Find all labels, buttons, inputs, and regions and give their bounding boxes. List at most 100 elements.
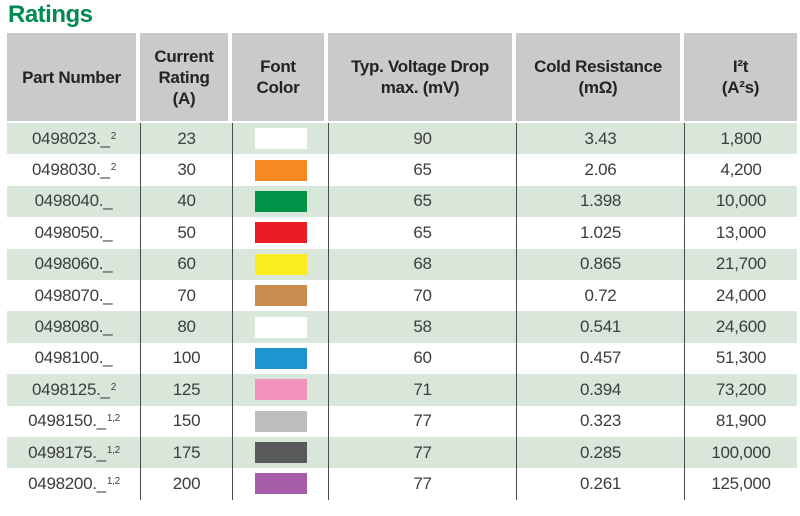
part-number-text: 0498080._ <box>34 317 113 337</box>
cell-voltage-drop: 71 <box>328 374 516 406</box>
column-header: Typ. Voltage Drop max. (mV) <box>328 33 516 121</box>
cell-i2t: 24,000 <box>684 279 797 312</box>
font-color-swatch <box>254 379 307 401</box>
part-number-text: 0498050._ <box>34 222 113 242</box>
table-row: 0498150._ 1,2 150 77 0.323 81,900 <box>7 405 797 437</box>
cell-font-color <box>232 154 328 186</box>
cell-font-color <box>232 185 328 218</box>
table-header-row: Part Number Current Rating (A) Font Colo… <box>7 33 797 121</box>
font-color-swatch <box>254 190 307 212</box>
cell-current-rating: 23 <box>140 123 232 155</box>
cell-i2t: 81,900 <box>684 405 797 437</box>
cell-cold-resistance: 0.394 <box>516 374 684 406</box>
part-number-text: 0498040._ <box>34 191 113 211</box>
cell-current-rating: 150 <box>140 405 232 437</box>
font-color-swatch <box>254 159 307 181</box>
font-color-swatch <box>254 253 307 275</box>
cell-current-rating: 40 <box>140 185 232 218</box>
font-color-swatch <box>254 128 307 150</box>
cell-part-number: 0498040._ <box>7 185 140 218</box>
cell-voltage-drop: 77 <box>328 405 516 437</box>
cell-font-color <box>232 374 328 406</box>
cell-i2t: 73,200 <box>684 374 797 406</box>
table-row: 0498040._ 40 65 1.398 10,000 <box>7 185 797 218</box>
cell-i2t: 4,200 <box>684 154 797 186</box>
cell-font-color <box>232 217 328 249</box>
table-row: 0498125._ 2 125 71 0.394 73,200 <box>7 374 797 406</box>
table-row: 0498100._ 100 60 0.457 51,300 <box>7 342 797 375</box>
cell-voltage-drop: 60 <box>328 342 516 375</box>
cell-voltage-drop: 77 <box>328 436 516 469</box>
font-color-swatch <box>254 222 307 244</box>
table-row: 0498030._ 2 30 65 2.06 4,200 <box>7 154 797 186</box>
cell-current-rating: 70 <box>140 279 232 312</box>
cell-current-rating: 50 <box>140 217 232 249</box>
page-title: Ratings <box>8 1 93 28</box>
cell-part-number: 0498080._ <box>7 311 140 343</box>
part-number-text: 0498200._ <box>28 473 106 493</box>
cell-i2t: 1,800 <box>684 123 797 155</box>
column-header: Font Color <box>232 33 328 121</box>
cell-font-color <box>232 311 328 343</box>
cell-part-number: 0498125._ 2 <box>7 374 140 406</box>
table-row: 0498060._ 60 68 0.865 21,700 <box>7 248 797 280</box>
cell-part-number: 0498070._ <box>7 279 140 312</box>
table-row: 0498200._ 1,2 200 77 0.261 125,000 <box>7 468 797 500</box>
table-row: 0498070._ 70 70 0.72 24,000 <box>7 279 797 312</box>
ratings-table: Part Number Current Rating (A) Font Colo… <box>7 33 797 500</box>
cell-font-color <box>232 123 328 155</box>
cell-part-number: 0498023._ 2 <box>7 123 140 155</box>
cell-part-number: 0498030._ 2 <box>7 154 140 186</box>
cell-voltage-drop: 77 <box>328 468 516 500</box>
cell-cold-resistance: 0.72 <box>516 279 684 312</box>
cell-current-rating: 200 <box>140 468 232 500</box>
font-color-swatch <box>254 410 307 432</box>
cell-cold-resistance: 0.261 <box>516 468 684 500</box>
part-number-text: 0498175._ <box>28 442 106 462</box>
cell-font-color <box>232 248 328 280</box>
cell-cold-resistance: 2.06 <box>516 154 684 186</box>
cell-voltage-drop: 65 <box>328 185 516 218</box>
cell-voltage-drop: 65 <box>328 154 516 186</box>
cell-i2t: 21,700 <box>684 248 797 280</box>
cell-part-number: 0498100._ <box>7 342 140 375</box>
cell-current-rating: 175 <box>140 436 232 469</box>
font-color-swatch <box>254 285 307 307</box>
cell-font-color <box>232 279 328 312</box>
font-color-swatch <box>254 316 307 338</box>
cell-voltage-drop: 58 <box>328 311 516 343</box>
cell-part-number: 0498060._ <box>7 248 140 280</box>
cell-cold-resistance: 3.43 <box>516 123 684 155</box>
cell-cold-resistance: 1.025 <box>516 217 684 249</box>
column-header: Cold Resistance (mΩ) <box>516 33 684 121</box>
cell-cold-resistance: 0.323 <box>516 405 684 437</box>
cell-cold-resistance: 0.865 <box>516 248 684 280</box>
cell-current-rating: 60 <box>140 248 232 280</box>
cell-font-color <box>232 436 328 469</box>
cell-current-rating: 125 <box>140 374 232 406</box>
table-row: 0498050._ 50 65 1.025 13,000 <box>7 217 797 249</box>
part-number-text: 0498125._ <box>32 379 110 399</box>
column-header: I²t (A²s) <box>684 33 797 121</box>
cell-i2t: 10,000 <box>684 185 797 218</box>
cell-cold-resistance: 1.398 <box>516 185 684 218</box>
font-color-swatch <box>254 442 307 464</box>
part-number-text: 0498023._ <box>32 128 110 148</box>
cell-current-rating: 30 <box>140 154 232 186</box>
cell-voltage-drop: 65 <box>328 217 516 249</box>
cell-font-color <box>232 342 328 375</box>
font-color-swatch <box>254 347 307 369</box>
cell-i2t: 13,000 <box>684 217 797 249</box>
cell-cold-resistance: 0.285 <box>516 436 684 469</box>
part-number-text: 0498060._ <box>34 254 113 274</box>
cell-i2t: 24,600 <box>684 311 797 343</box>
column-header: Current Rating (A) <box>140 33 232 121</box>
part-number-text: 0498150._ <box>28 411 106 431</box>
cell-voltage-drop: 70 <box>328 279 516 312</box>
cell-voltage-drop: 90 <box>328 123 516 155</box>
table-body: 0498023._ 2 23 90 3.43 1,800 0498030._ 2 3… <box>7 123 797 500</box>
cell-font-color <box>232 468 328 500</box>
cell-part-number: 0498050._ <box>7 217 140 249</box>
column-header: Part Number <box>7 33 140 121</box>
